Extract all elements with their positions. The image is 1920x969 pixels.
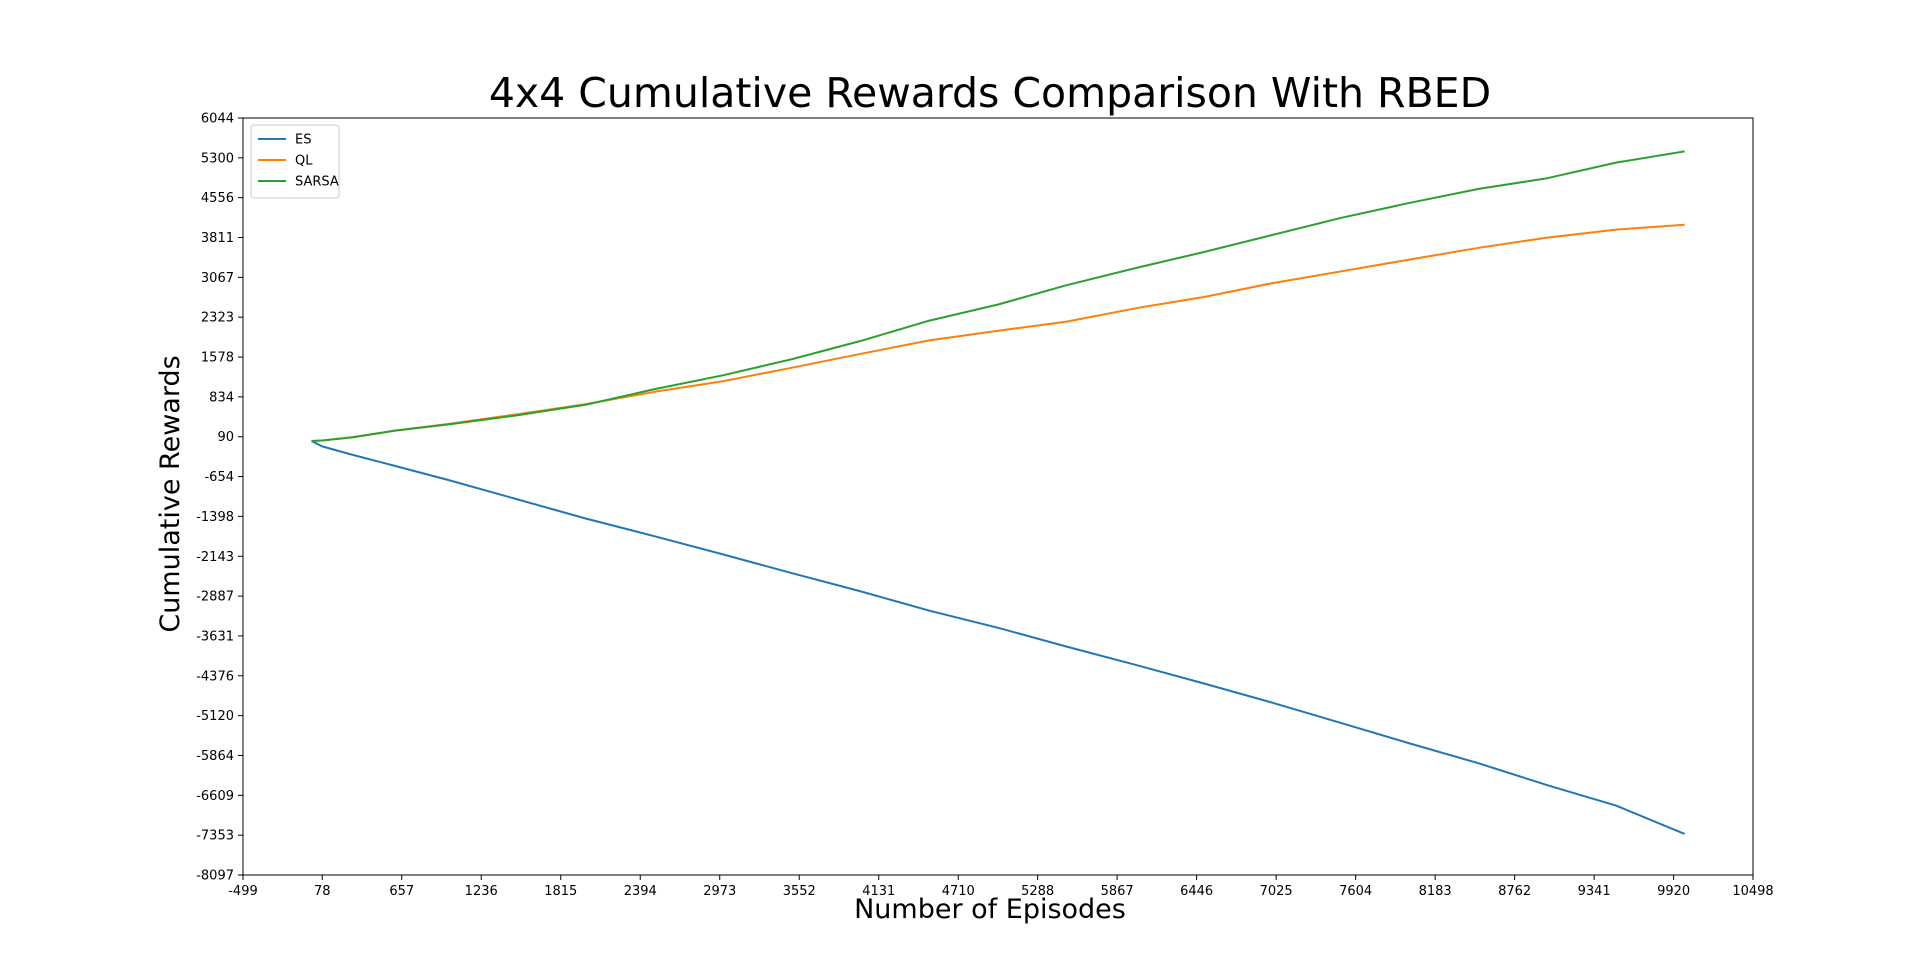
- y-tick-label: 5300: [201, 151, 234, 166]
- y-tick-label: -2143: [196, 550, 234, 565]
- x-tick-label: 5288: [1021, 884, 1054, 899]
- y-tick-label: -5120: [196, 709, 234, 724]
- plot-frame: [242, 117, 1754, 876]
- x-tick-label: 7604: [1339, 884, 1372, 899]
- y-tick-label: 6044: [201, 112, 234, 127]
- legend-box: [250, 124, 340, 199]
- x-tick-label: 8762: [1498, 884, 1531, 899]
- x-axis: -499 78 657 1236 1815 2394 2973 3552 4131 4710 528…: [228, 875, 1774, 899]
- x-tick-label: 7025: [1260, 884, 1293, 899]
- y-tick-label: -7353: [196, 829, 234, 844]
- chart-legend: ES QL SARSA: [250, 124, 340, 199]
- x-tick-label: 8183: [1419, 884, 1452, 899]
- y-tick-label: -8097: [196, 869, 234, 884]
- plot-area: [242, 117, 1754, 876]
- y-tick-label: -1398: [196, 510, 234, 525]
- y-tick-label: 3067: [201, 271, 234, 286]
- legend-label-sarsa: SARSA: [295, 175, 339, 190]
- y-axis-title: Cumulative Rewards: [155, 355, 186, 632]
- y-tick-label: -3631: [196, 629, 234, 644]
- x-axis-title: Number of Episodes: [854, 894, 1126, 925]
- x-tick-label: 4131: [862, 884, 895, 899]
- legend-label-es: ES: [295, 133, 311, 148]
- x-tick-label: 5867: [1101, 884, 1134, 899]
- legend-label-ql: QL: [295, 154, 313, 169]
- y-tick-label: 1578: [201, 351, 234, 366]
- x-tick-label: 10498: [1732, 884, 1773, 899]
- x-tick-label: 9920: [1657, 884, 1690, 899]
- series-line-sarsa: [311, 150, 1685, 442]
- y-tick-label: 4556: [201, 191, 234, 206]
- series-line-es: [311, 440, 1685, 835]
- x-tick-label: 4710: [942, 884, 975, 899]
- x-tick-label: 2973: [703, 884, 736, 899]
- y-tick-label: -5864: [196, 749, 234, 764]
- y-axis: 6044 5300 4556 3811 3067 2323 1578 834 90 -654 -13…: [196, 112, 243, 884]
- chart-title: 4x4 Cumulative Rewards Comparison With R…: [489, 69, 1491, 117]
- x-tick-label: 657: [389, 884, 414, 899]
- x-tick-label: 1815: [544, 884, 577, 899]
- y-tick-label: -654: [204, 470, 234, 485]
- y-tick-label: 834: [209, 390, 234, 405]
- x-tick-label: 78: [314, 884, 331, 899]
- x-tick-label: 6446: [1180, 884, 1213, 899]
- y-tick-label: -4376: [196, 669, 234, 684]
- x-tick-label: 1236: [465, 884, 498, 899]
- x-tick-label: 2394: [624, 884, 657, 899]
- y-tick-label: 90: [217, 430, 234, 445]
- y-tick-label: -6609: [196, 789, 234, 804]
- y-tick-label: -2887: [196, 590, 234, 605]
- x-tick-label: 3552: [783, 884, 816, 899]
- x-tick-label: 9341: [1578, 884, 1611, 899]
- y-tick-label: 2323: [201, 311, 234, 326]
- y-tick-label: 3811: [201, 231, 234, 246]
- x-tick-label: -499: [228, 884, 258, 899]
